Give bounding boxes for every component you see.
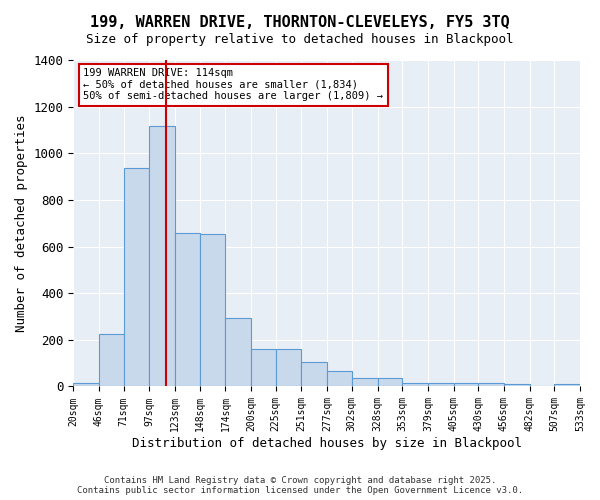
Bar [327,372,352,386]
Bar [73,383,99,386]
Text: Contains HM Land Registry data © Crown copyright and database right 2025.
Contai: Contains HM Land Registry data © Crown c… [77,476,523,495]
Bar [478,383,504,386]
Text: 199 WARREN DRIVE: 114sqm
← 50% of detached houses are smaller (1,834)
50% of sem: 199 WARREN DRIVE: 114sqm ← 50% of detach… [83,68,383,102]
Bar [428,383,454,386]
Bar [99,334,124,386]
Bar [454,383,478,386]
Bar [377,378,402,386]
Text: 199, WARREN DRIVE, THORNTON-CLEVELEYS, FY5 3TQ: 199, WARREN DRIVE, THORNTON-CLEVELEYS, F… [90,15,510,30]
Bar [402,383,428,386]
Bar [504,384,530,386]
X-axis label: Distribution of detached houses by size in Blackpool: Distribution of detached houses by size … [131,437,521,450]
Bar [352,378,377,386]
Bar [554,384,580,386]
Bar [251,349,276,387]
Bar [301,362,327,386]
Y-axis label: Number of detached properties: Number of detached properties [15,114,28,332]
Bar [124,168,149,386]
Bar [200,234,226,386]
Bar [149,126,175,386]
Bar [276,349,301,387]
Bar [226,318,251,386]
Text: Size of property relative to detached houses in Blackpool: Size of property relative to detached ho… [86,32,514,46]
Bar [175,232,200,386]
